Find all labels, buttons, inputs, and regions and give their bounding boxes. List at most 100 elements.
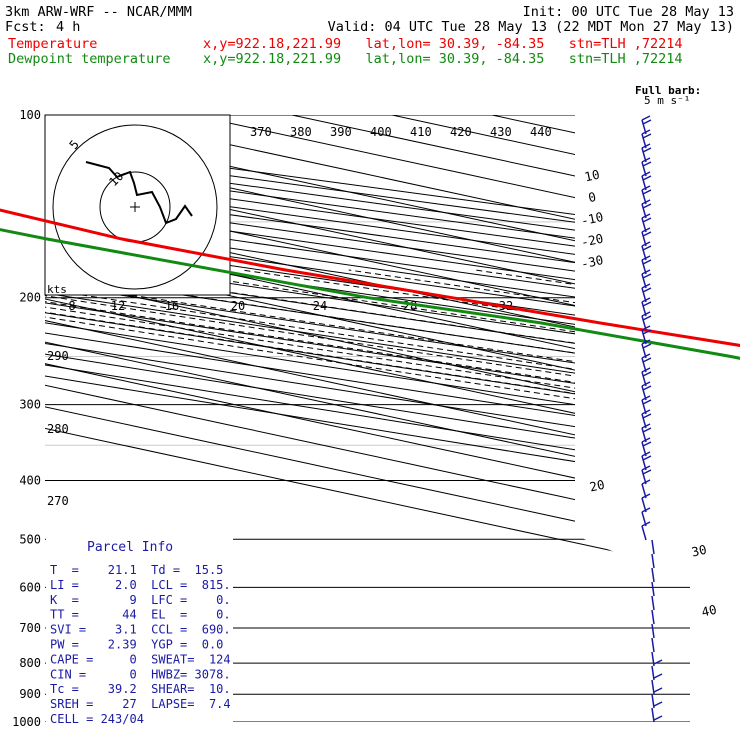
pressure-label-300: 300	[19, 398, 41, 412]
pressure-label-800: 800	[19, 656, 41, 670]
wind-barb-flag	[653, 701, 663, 707]
wind-barb-flag	[642, 427, 652, 433]
parcel-info-line: Tc = 39.2 SHEAR= 10.	[50, 682, 231, 696]
wind-barb-shaft	[651, 595, 655, 611]
pressure-label-400: 400	[19, 473, 41, 487]
isotherm-20	[391, 115, 690, 722]
wind-barb-flag	[642, 399, 652, 405]
parcel-info-panel: Parcel Info T = 21.1 Td = 15.5LI = 2.0 L…	[46, 536, 233, 726]
wind-barb-flag	[641, 325, 651, 331]
wind-barb-flag	[641, 409, 651, 415]
temperature-label--30: -30	[579, 252, 604, 271]
parcel-info-line: SVI = 3.1 CCL = 690.	[50, 623, 231, 637]
wind-barb-flag	[642, 231, 652, 237]
wind-barb-flag	[642, 161, 652, 167]
wind-barb-flag	[641, 185, 651, 191]
pressure-label-600: 600	[19, 580, 41, 594]
moist-adiabat-20	[241, 269, 690, 722]
temperature-label--10: -10	[579, 209, 604, 228]
dewpoint-legend-label: Dewpoint temperature	[8, 51, 171, 67]
pressure-label-900: 900	[19, 687, 41, 701]
isotherm-50	[692, 115, 740, 722]
wind-barb-flag	[641, 143, 651, 149]
wind-barb-flag	[641, 283, 651, 289]
theta-label: 280	[47, 422, 69, 436]
wind-barb-flag	[641, 507, 651, 513]
parcel-info-line: LI = 2.0 LCL = 815.	[50, 578, 231, 592]
wind-barb-shaft	[651, 651, 655, 667]
dry-adiabat-230	[45, 115, 690, 722]
wind-barb-flag	[641, 171, 651, 177]
wind-barb-flag	[642, 371, 652, 377]
wind-barb-flag	[641, 367, 651, 373]
theta-e-label: 440	[530, 125, 552, 139]
forecast-hour: 4 h	[56, 19, 81, 35]
parcel-info-line: CELL = 243/04	[50, 712, 144, 726]
theta-e-label: 430	[490, 125, 512, 139]
wind-barb-flag	[641, 227, 651, 233]
dry-adiabat-250	[45, 115, 690, 722]
temperature-profile	[0, 208, 740, 347]
dry-adiabat-240	[45, 115, 690, 722]
wind-barb-flag	[641, 199, 651, 205]
wind-barb-shaft	[651, 693, 655, 709]
valid-time: Valid: 04 UTC Tue 28 May 13 (22 MDT Mon …	[327, 19, 734, 35]
wind-barb-flag	[642, 315, 652, 321]
isotherm--100	[45, 115, 690, 722]
theta-e-label: 380	[290, 125, 312, 139]
wind-barb-flag	[653, 659, 663, 665]
wind-barb-shaft	[651, 609, 655, 625]
dry-adiabat-280	[45, 115, 690, 722]
temperature-label-20: 20	[588, 477, 606, 495]
hodograph-outer-ring	[52, 124, 218, 290]
temperature-label-0: 0	[587, 189, 598, 205]
isotherm--80	[45, 115, 690, 722]
wind-barb-flag	[642, 203, 652, 209]
temperature-label-30: 30	[690, 542, 708, 560]
wind-barb-shaft	[641, 525, 647, 541]
wind-barb-flag	[653, 715, 663, 721]
wind-barb-flag	[653, 687, 663, 693]
wind-barb-flag	[641, 479, 651, 485]
wind-barb-flag	[641, 269, 651, 275]
dry-adiabat-270	[45, 115, 690, 722]
wind-barb-flag	[642, 455, 652, 461]
init-time: Init: 00 UTC Tue 28 May 13	[522, 4, 734, 20]
full-barb-label: Full barb:	[635, 84, 701, 97]
wind-barb-flag	[642, 133, 652, 139]
parcel-info-line: CAPE = 0 SWEAT= 124	[50, 652, 231, 666]
hodograph-speed-label: 24	[313, 299, 327, 313]
dewpoint-profile	[0, 228, 740, 360]
isotherm-30	[491, 115, 690, 722]
wind-barb-flag	[641, 311, 651, 317]
wind-barb-shaft	[651, 581, 655, 597]
theta-e-label: 420	[450, 125, 472, 139]
wind-barb-flag	[641, 297, 651, 303]
forecast-label: Fcst:	[5, 19, 46, 35]
wind-barb-flag	[642, 329, 652, 335]
wind-barb-flag	[641, 465, 651, 471]
temperature-label-40: 40	[700, 602, 718, 620]
wind-barb-flag	[642, 245, 652, 251]
wind-barb-flag	[641, 423, 651, 429]
theta-e-label: 400	[370, 125, 392, 139]
parcel-info-line: SREH = 27 LAPSE= 7.4	[50, 697, 231, 711]
theta-label: 290	[47, 349, 69, 363]
isotherm--120	[45, 115, 690, 722]
wind-barb-flag	[642, 175, 652, 181]
wind-barb-flag	[641, 339, 651, 345]
wind-barb-shaft	[651, 665, 655, 681]
wind-barb-flag	[642, 217, 652, 223]
wind-barb-flag	[642, 469, 652, 475]
wind-barb-flag	[641, 129, 651, 135]
parcel-info-line: TT = 44 EL = 0.	[50, 608, 231, 622]
wind-barb-flag	[642, 287, 652, 293]
wind-barb-flag	[641, 521, 651, 527]
wind-barb-flag	[642, 273, 652, 279]
wind-barb-flag	[642, 357, 652, 363]
isotherm--90	[45, 115, 690, 722]
temperature-label--20: -20	[579, 231, 604, 250]
wind-barb-shaft	[651, 567, 655, 583]
parcel-info-line: CIN = 0 HWBZ= 3078.	[50, 667, 231, 681]
